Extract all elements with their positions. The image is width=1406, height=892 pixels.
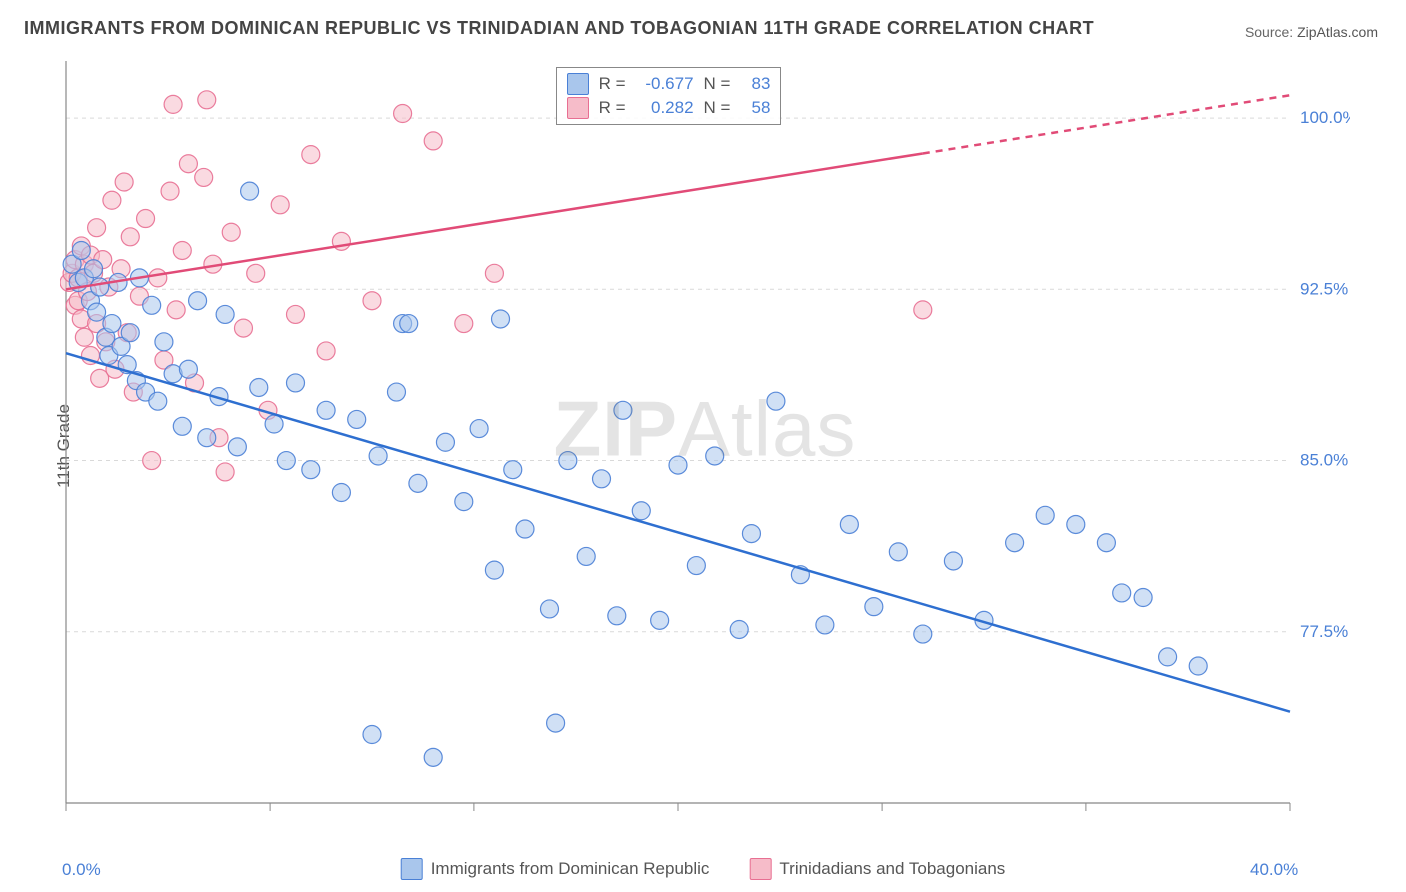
svg-text:85.0%: 85.0%: [1300, 451, 1348, 470]
svg-text:77.5%: 77.5%: [1300, 622, 1348, 641]
chart-title: IMMIGRANTS FROM DOMINICAN REPUBLIC VS TR…: [24, 18, 1094, 39]
rn-row: R = -0.677 N = 83: [567, 72, 771, 96]
rn-n-label: N =: [704, 96, 731, 120]
legend-swatch-dominican: [401, 858, 423, 880]
rn-r-value: -0.677: [636, 72, 694, 96]
source-attribution: Source: ZipAtlas.com: [1245, 24, 1378, 40]
x-axis-max-label: 40.0%: [1250, 860, 1298, 880]
legend-item-trinidad: Trinidadians and Tobagonians: [749, 858, 1005, 880]
rn-swatch: [567, 97, 589, 119]
rn-row: R = 0.282 N = 58: [567, 96, 771, 120]
plot-area: 77.5%85.0%92.5%100.0% ZIPAtlas R =-0.677…: [60, 55, 1350, 835]
rn-r-value: 0.282: [636, 96, 694, 120]
legend-label-trinidad: Trinidadians and Tobagonians: [779, 859, 1005, 879]
correlation-legend: R = -0.677 N = 83 R = 0.282 N = 58: [556, 67, 782, 125]
rn-r-label: R =: [599, 72, 626, 96]
legend-swatch-trinidad: [749, 858, 771, 880]
series-legend: Immigrants from Dominican Republic Trini…: [401, 858, 1006, 880]
source-label: Source:: [1245, 24, 1293, 40]
chart-container: IMMIGRANTS FROM DOMINICAN REPUBLIC VS TR…: [0, 0, 1406, 892]
rn-r-label: R =: [599, 96, 626, 120]
legend-label-dominican: Immigrants from Dominican Republic: [431, 859, 710, 879]
svg-text:92.5%: 92.5%: [1300, 279, 1348, 298]
svg-text:100.0%: 100.0%: [1300, 108, 1350, 127]
source-value: ZipAtlas.com: [1297, 24, 1378, 40]
rn-n-label: N =: [704, 72, 731, 96]
rn-n-value: 58: [740, 96, 770, 120]
rn-n-value: 83: [740, 72, 770, 96]
x-axis-min-label: 0.0%: [62, 860, 101, 880]
rn-swatch: [567, 73, 589, 95]
plot-svg: 77.5% 85.0% 92.5% 100.0%: [60, 55, 1350, 835]
legend-item-dominican: Immigrants from Dominican Republic: [401, 858, 710, 880]
